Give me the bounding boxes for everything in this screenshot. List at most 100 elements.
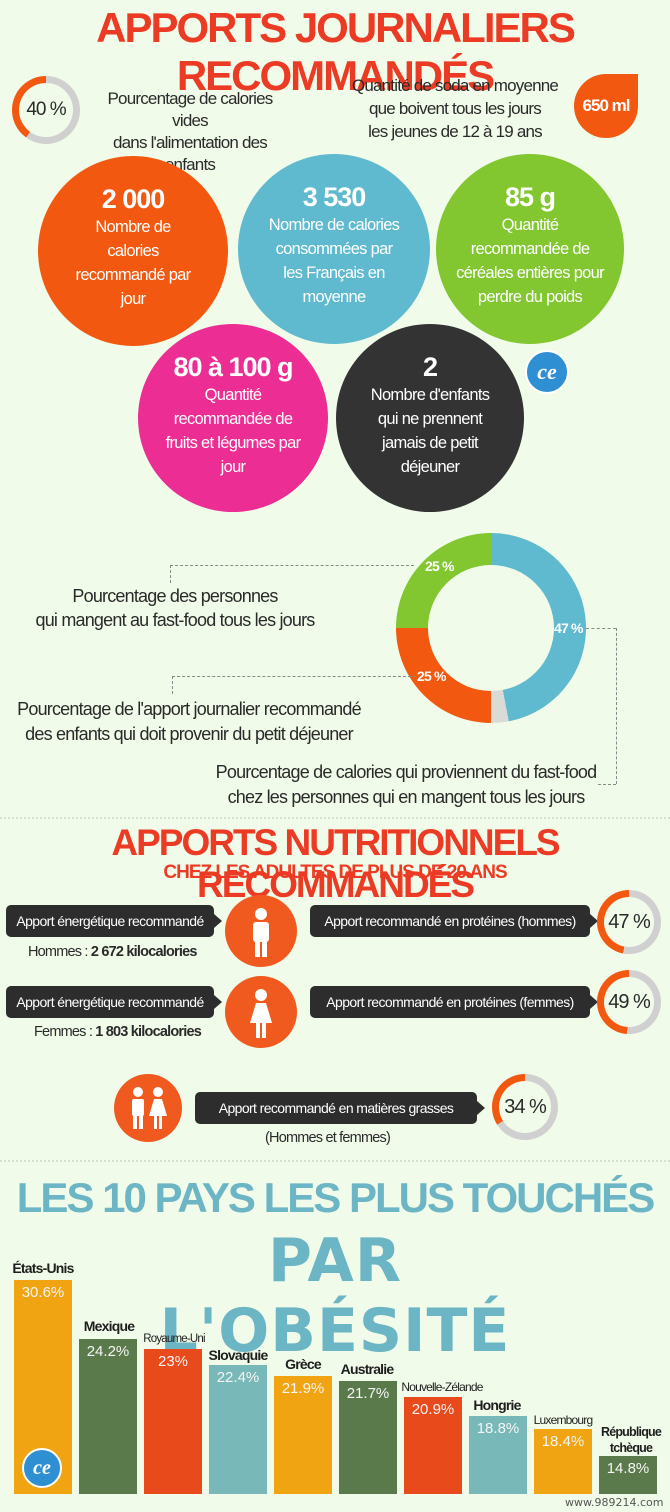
desc-line1: Pourcentage de calories qui proviennent …	[215, 762, 597, 782]
bubble-desc: Nombre de calories consommées par les Fr…	[268, 216, 400, 306]
watermark: www.989214.com	[565, 1496, 664, 1509]
fast-food-calories-desc: Pourcentage de calories qui proviennent …	[186, 760, 626, 810]
bar-value: 24.2%	[86, 1343, 130, 1360]
leader-line	[170, 565, 414, 566]
country-label: Mexique	[83, 1318, 135, 1334]
bar-slovaquie: 22.4%	[209, 1365, 267, 1494]
leader-line	[616, 628, 617, 784]
desc-line1: Pourcentage des personnes	[72, 586, 278, 606]
empty-calories-text: Pourcentage de calories vides dans l'ali…	[90, 88, 290, 176]
pill-label: Apport recommandé en protéines (femmes)	[326, 994, 574, 1010]
fat-note: (Hommes et femmes)	[265, 1130, 391, 1146]
country-label: Nouvelle-Zélande	[401, 1380, 483, 1394]
men-protein-ring: 47 %	[597, 890, 661, 954]
breakfast-intake-desc: Pourcentage de l'apport journalier recom…	[4, 697, 374, 747]
bar-value: 18.8%	[476, 1420, 520, 1437]
fast-food-daily-desc: Pourcentage des personnes qui mangent au…	[30, 584, 320, 632]
desc-line2: qui mangent au fast-food tous les jours	[35, 610, 316, 630]
bar-nouvelle-zelande: 20.9%	[404, 1397, 462, 1494]
obesity-bar-chart: États-Unis 30.6% ce Mexique 24.2% Royaum…	[0, 1260, 670, 1512]
section-divider	[0, 1160, 670, 1162]
bubble-value: 85 g	[504, 182, 556, 212]
bar-mexique: 24.2%	[79, 1339, 137, 1494]
women-energy-pill: Apport énergétique recommandé	[6, 986, 222, 1018]
couple-icon-circle	[114, 1074, 182, 1142]
country-label: Slovaquie	[208, 1347, 269, 1363]
leader-line	[172, 676, 416, 677]
country-label: République tchèque	[600, 1425, 662, 1455]
men-energy-kcal: 2 672 kilocalories	[90, 944, 198, 960]
men-protein-pill: Apport recommandé en protéines (hommes)	[310, 905, 598, 937]
bubble-value: 2 000	[101, 184, 166, 214]
bar-value: 30.6%	[21, 1284, 65, 1301]
bar-australie: 21.7%	[339, 1381, 397, 1494]
soda-line3: les jeunes de 12 à 19 ans	[368, 122, 543, 141]
bar-republique-tcheque: 14.8%	[599, 1456, 657, 1494]
bar-value: 22.4%	[216, 1369, 260, 1386]
women-protein-value: 49 %	[608, 990, 651, 1013]
soda-line2: que boivent tous les jours	[369, 99, 542, 118]
bar-value: 23%	[157, 1353, 189, 1370]
donut-label-green: 25 %	[425, 558, 455, 574]
women-protein-pill: Apport recommandé en protéines (femmes)	[310, 986, 598, 1018]
pill-label: Apport énergétique recommandé	[16, 913, 204, 929]
country-label: États-Unis	[12, 1260, 74, 1276]
women-protein-ring: 49 %	[597, 970, 661, 1034]
pill-label: Apport recommandé en protéines (hommes)	[324, 913, 576, 929]
bar-royaume-uni: 23%	[144, 1349, 202, 1494]
couple-icon	[132, 1087, 167, 1129]
bubble-calories-recommended: 2 000 Nombre de calories recommandé par …	[38, 156, 228, 346]
bar-luxembourg: 18.4%	[534, 1429, 592, 1494]
woman-icon-circle	[225, 976, 297, 1048]
soda-line1: Quantité de soda en moyenne	[351, 76, 559, 95]
desc-line2: chez les personnes qui en mangent tous l…	[227, 787, 586, 807]
leader-line	[172, 676, 173, 694]
women-energy-kcal: 1 803 kilocalories	[95, 1024, 202, 1040]
pill-label: Apport énergétique recommandé	[16, 994, 204, 1010]
empty-calories-line1: Pourcentage de calories vides	[107, 89, 274, 130]
bar-value: 14.8%	[606, 1460, 650, 1477]
bubble-value: 3 530	[302, 182, 367, 212]
bubble-desc: Nombre de calories recommandé par jour	[75, 218, 192, 308]
desc-line2: des enfants qui doit provenir du petit d…	[25, 724, 353, 744]
section2-title: APPORTS NUTRITIONNELS RECOMMANDÉS	[111, 822, 560, 905]
bar-value: 20.9%	[411, 1401, 455, 1418]
soda-text: Quantité de soda en moyenne que boivent …	[345, 74, 565, 143]
women-energy-value: Femmes : 1 803 kilocalories	[34, 1024, 202, 1040]
section-divider	[0, 817, 670, 819]
ce-logo: ce	[22, 1448, 62, 1488]
bubble-calories-consumed: 3 530 Nombre de calories consommées par …	[238, 154, 430, 344]
man-icon-circle	[225, 895, 297, 967]
section1-title: APPORTS JOURNALIERS RECOMMANDÉS	[96, 4, 576, 99]
bubble-desc: Nombre d'enfants qui ne prennent jamais …	[370, 386, 490, 476]
fat-value: 34 %	[504, 1095, 547, 1118]
fat-ring: 34 %	[492, 1074, 558, 1140]
men-energy-pill: Apport énergétique recommandé	[6, 905, 222, 937]
ce-logo: ce	[525, 350, 569, 394]
men-energy-value: Hommes : 2 672 kilocalories	[28, 944, 197, 960]
women-energy-prefix: Femmes :	[34, 1024, 96, 1040]
bubble-desc: Quantité recommandée de céréales entière…	[456, 216, 605, 306]
country-label: Royaume-Uni	[143, 1333, 205, 1345]
bar-grece: 21.9%	[274, 1376, 332, 1494]
woman-icon	[250, 989, 272, 1038]
bar-etats-unis: 30.6% ce	[14, 1280, 72, 1494]
fast-food-donut	[396, 533, 586, 723]
bubble-value: 2	[422, 352, 438, 382]
empty-calories-ring: 40 %	[12, 76, 80, 144]
donut-label-blue: 47 %	[554, 620, 584, 636]
donut-label-orange: 25 %	[417, 668, 447, 684]
men-energy-prefix: Hommes :	[28, 944, 91, 960]
bar-value: 21.7%	[346, 1385, 390, 1402]
bubble-value: 80 à 100 g	[173, 352, 293, 382]
bar-hongrie: 18.8%	[469, 1416, 527, 1494]
bar-value: 18.4%	[541, 1433, 585, 1450]
fat-pill: Apport recommandé en matières grasses	[195, 1092, 485, 1124]
ce-logo-text: ce	[537, 359, 557, 384]
bubble-no-breakfast: 2 Nombre d'enfants qui ne prennent jamai…	[336, 324, 524, 512]
leader-line	[598, 784, 616, 785]
country-label: Grèce	[285, 1356, 322, 1372]
section3-title-line1: LES 10 PAYS LES PLUS TOUCHÉS	[16, 1174, 655, 1221]
desc-line1: Pourcentage de l'apport journalier recom…	[17, 699, 361, 719]
leader-line	[586, 628, 616, 629]
